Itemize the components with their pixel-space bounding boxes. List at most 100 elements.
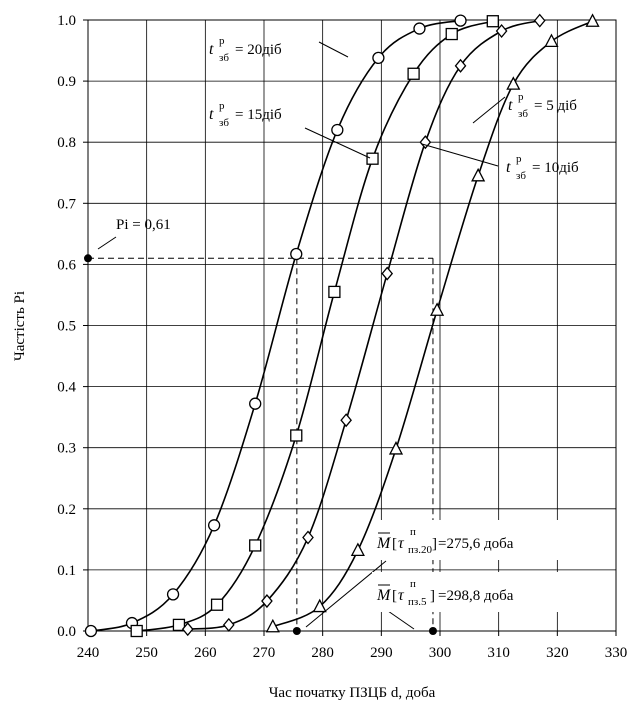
x-tick-label: 270 [253,645,276,661]
y-tick-label: 0.8 [57,135,76,151]
y-tick-label: 0.2 [57,502,76,518]
leader-pi [97,236,117,250]
data-point-triangle [506,76,521,90]
y-tick-labels: 0.0 0.1 0.2 0.3 0.4 0.5 0.6 0.7 0.8 0.9 1.0 [57,13,76,640]
svg-text:зб: зб [516,170,526,182]
svg-text:= 5 діб: = 5 діб [534,98,577,114]
data-point-square [407,67,420,80]
x-tick-label: 260 [194,645,217,661]
svg-text:пз.5: пз.5 [408,596,427,608]
svg-text:п: п [410,526,416,538]
x5-point [428,627,437,635]
svg-text:р: р [518,91,524,103]
x-tick-label: 250 [135,645,158,661]
series-markers [84,13,600,638]
data-point-square [366,152,379,165]
svg-text:= 15діб: = 15діб [235,107,282,123]
data-point-square [486,15,499,28]
data-point-triangle [312,598,327,613]
data-point-diamond [181,622,194,637]
series-line-1 [136,20,494,632]
x-tick-label: 280 [311,645,334,661]
svg-text:M: M [376,535,392,552]
data-point-circle [454,14,467,27]
y-tick-label: 0.5 [57,319,76,335]
x-tick-label: 310 [487,645,510,661]
x-tick-label: 330 [605,645,628,661]
pi-point [84,254,92,263]
data-point-circle [372,51,385,65]
data-point-circle [207,519,221,532]
svg-text:п: п [410,578,416,590]
data-point-diamond [533,13,546,28]
svg-text:]: ] [430,588,435,604]
leader-10 [421,143,499,167]
x-tick-label: 290 [370,645,393,661]
label-15: t р зб = 15діб [209,100,282,129]
data-point-triangle [265,618,280,633]
svg-text:пз.20: пз.20 [408,544,432,556]
y-tick-label: 0.1 [57,563,76,579]
data-point-triangle [388,441,404,455]
svg-text:зб: зб [518,108,528,120]
svg-text:[: [ [392,588,397,604]
y-tick-label: 0.3 [57,441,76,457]
data-point-circle [84,624,98,638]
svg-text:t: t [506,159,511,176]
svg-text:τ: τ [398,535,405,552]
series-line-0 [90,19,461,632]
svg-text:р: р [516,153,522,165]
y-tick-label: 0.9 [57,74,76,90]
x-tick-label: 300 [429,645,452,661]
svg-text:=275,6 доба: =275,6 доба [438,536,514,552]
y-tick-label: 0.6 [57,257,76,273]
x-tick-label: 320 [546,645,569,661]
label-20: t р зб = 20діб [209,35,282,64]
data-point-diamond [381,266,394,281]
data-point-diamond [454,58,467,73]
svg-text:= 10діб: = 10діб [532,160,579,176]
x-axis-label: Час початку ПЗЦБ d, доба [269,685,436,701]
data-point-circle [166,588,180,601]
svg-text:t: t [209,106,214,123]
data-point-diamond [261,594,273,609]
series-line-2 [187,19,540,630]
data-point-circle [413,22,426,35]
x-tick-label: 240 [77,645,100,661]
y-tick-label: 0.4 [57,380,76,396]
leader-5 [472,96,506,124]
leader-15 [304,127,371,159]
svg-text:зб: зб [219,117,229,129]
data-point-square [249,539,262,552]
data-point-diamond [302,530,314,545]
svg-text:= 20діб: = 20діб [235,42,282,58]
m20-annotation: M [ τ п пз.20 ] =275,6 доба [372,520,584,560]
data-point-triangle [350,542,365,556]
label-5: t р зб = 5 діб [508,91,577,120]
svg-text:=298,8 доба: =298,8 доба [438,588,514,604]
leader-m5 [387,610,415,630]
x20-point [292,627,301,635]
y-tick-label: 0.0 [57,624,76,640]
data-point-circle [249,397,262,410]
data-point-triangle [585,13,600,27]
y-tick-label: 0.7 [57,196,76,212]
svg-text:M: M [376,587,392,604]
data-point-square [210,598,224,611]
data-point-square [445,27,458,41]
data-point-square [290,429,303,442]
data-point-square [172,618,186,632]
svg-text:t: t [209,41,214,58]
svg-text:р: р [219,100,225,112]
plot-frame [87,19,617,632]
x-tick-labels: 240 250 260 270 280 290 300 310 320 330 [77,645,628,661]
svg-text:]: ] [432,536,437,552]
data-point-square [130,624,143,638]
svg-text:τ: τ [398,587,405,604]
reference-lines [84,254,437,635]
m5-annotation: M [ τ п пз.5 ] =298,8 доба [372,572,572,612]
svg-text:зб: зб [219,52,229,64]
data-point-diamond [340,413,352,428]
leader-20 [318,41,349,58]
data-point-triangle [429,302,445,316]
